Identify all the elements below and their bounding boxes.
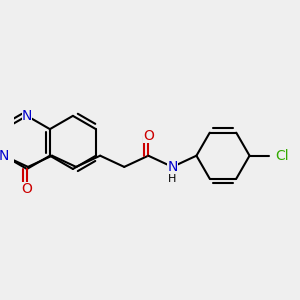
Text: N: N	[0, 149, 9, 163]
Text: N: N	[167, 160, 178, 174]
Text: O: O	[143, 129, 154, 143]
Text: H: H	[168, 175, 177, 184]
Text: N: N	[22, 109, 32, 123]
Text: O: O	[22, 182, 32, 196]
Text: Cl: Cl	[275, 149, 289, 163]
